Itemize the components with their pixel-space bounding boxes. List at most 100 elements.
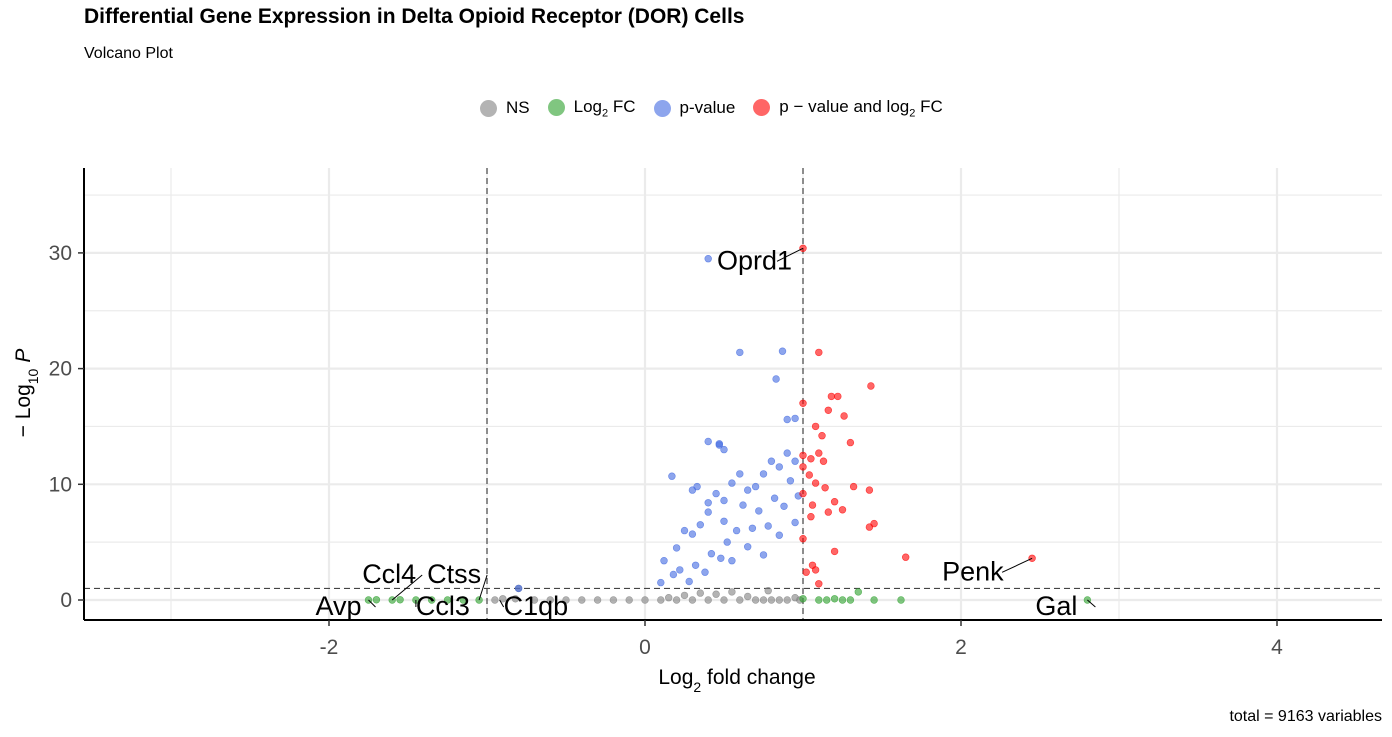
- data-point: [755, 507, 763, 515]
- data-point: [751, 596, 760, 604]
- data-point: [712, 489, 720, 498]
- data-point: [664, 593, 673, 602]
- legend-label: p-value: [679, 98, 736, 117]
- data-point: [704, 508, 712, 516]
- y-tick-label: 20: [49, 358, 72, 381]
- gene-label: Gal: [1035, 591, 1077, 621]
- data-point: [625, 596, 633, 604]
- data-point: [696, 589, 704, 597]
- data-point: [704, 596, 712, 604]
- x-tick-label: 2: [955, 636, 967, 659]
- data-point: [641, 596, 649, 604]
- data-point: [807, 455, 815, 463]
- label-connector: [1087, 599, 1096, 608]
- label-connector: [478, 574, 488, 601]
- data-point: [704, 437, 712, 446]
- data-point: [593, 596, 602, 604]
- data-point: [783, 596, 791, 604]
- label-connector: [391, 574, 423, 601]
- series-group: [491, 584, 804, 604]
- legend-label: NS: [506, 98, 530, 117]
- data-point: [428, 596, 436, 604]
- chart-title: Differential Gene Expression in Delta Op…: [84, 5, 745, 28]
- data-point: [764, 522, 772, 530]
- data-point: [901, 553, 910, 561]
- legend-item: NS: [480, 98, 530, 118]
- y-tick-label: 10: [49, 473, 72, 496]
- data-point: [783, 449, 791, 457]
- data-point: [791, 414, 799, 423]
- data-point: [811, 422, 820, 431]
- data-point: [720, 445, 728, 454]
- y-tick-label: 0: [60, 589, 72, 612]
- tick-labels: -2 0 2 4 0 10 20 30: [49, 242, 1284, 659]
- data-point: [865, 523, 874, 531]
- data-point: [759, 596, 768, 604]
- data-point: [799, 595, 807, 603]
- data-point: [669, 570, 678, 579]
- data-point: [743, 543, 752, 551]
- data-point: [728, 556, 736, 565]
- data-point: [691, 561, 700, 569]
- data-point: [707, 549, 716, 558]
- data-point: [491, 596, 499, 604]
- label-connector: [1001, 557, 1033, 573]
- legend-dot-icon: [753, 99, 771, 117]
- data-point: [775, 596, 783, 604]
- data-point: [736, 470, 744, 478]
- data-point: [668, 472, 676, 480]
- gene-label: Ccl4: [362, 559, 416, 589]
- data-point: [657, 596, 665, 604]
- data-point: [811, 479, 820, 487]
- data-point: [822, 596, 831, 604]
- data-point: [772, 375, 780, 383]
- data-point: [778, 347, 787, 355]
- data-point: [688, 530, 697, 538]
- label-connector: [368, 599, 376, 608]
- data-point: [676, 566, 684, 574]
- data-point: [578, 596, 586, 604]
- data-point: [834, 392, 842, 401]
- grid-lines: [84, 168, 1382, 620]
- data-point: [720, 496, 728, 505]
- data-point: [499, 595, 507, 603]
- data-point: [696, 521, 704, 529]
- data-point: [780, 502, 788, 510]
- x-tick-label: -2: [320, 636, 339, 659]
- data-point: [897, 596, 905, 604]
- data-point: [743, 592, 752, 601]
- data-point: [701, 568, 709, 576]
- data-point: [808, 501, 817, 509]
- data-point: [704, 499, 712, 507]
- data-point: [830, 595, 839, 603]
- data-point: [459, 596, 467, 604]
- data-point: [728, 588, 736, 596]
- axes: [83, 168, 1382, 621]
- data-point: [775, 463, 783, 471]
- data-point: [657, 578, 665, 587]
- x-axis-title-rest: fold change: [701, 666, 815, 689]
- data-point: [854, 588, 862, 596]
- data-point: [680, 526, 689, 535]
- data-point: [720, 596, 728, 604]
- data-point: [819, 457, 828, 465]
- gene-label: Penk: [942, 556, 1004, 586]
- series-group: [364, 588, 1092, 604]
- data-point: [736, 348, 744, 357]
- data-point: [846, 596, 855, 604]
- data-point: [791, 457, 799, 465]
- data-point: [739, 501, 747, 509]
- data-point: [715, 440, 723, 448]
- data-point: [562, 596, 570, 604]
- data-point: [802, 568, 810, 576]
- data-point: [821, 484, 829, 492]
- data-point: [867, 382, 875, 390]
- caption-total: total = 9163 variables: [1229, 708, 1382, 725]
- gene-label: Avp: [316, 591, 362, 621]
- data-point: [736, 596, 744, 604]
- chart-subtitle: Volcano Plot: [84, 45, 173, 62]
- legend-dot-icon: [547, 99, 565, 117]
- data-point: [767, 457, 776, 465]
